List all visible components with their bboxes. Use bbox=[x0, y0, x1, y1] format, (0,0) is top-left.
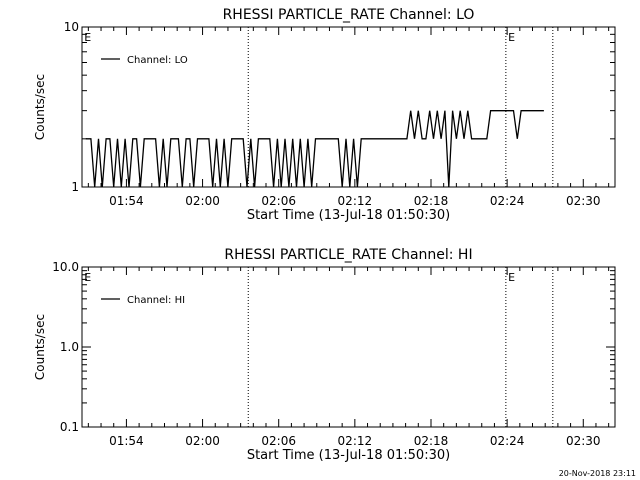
legend-label: Channel: LO bbox=[127, 55, 188, 66]
footer-timestamp: 20-Nov-2018 23:11 bbox=[559, 469, 636, 478]
x-tick-label: 02:18 bbox=[414, 434, 449, 448]
x-tick-label: 02:12 bbox=[338, 194, 373, 208]
event-marker-label: E bbox=[84, 31, 91, 44]
x-tick-label: 02:06 bbox=[261, 434, 296, 448]
x-tick-label: 01:54 bbox=[109, 194, 144, 208]
event-marker-label: E bbox=[508, 31, 515, 44]
legend-label: Channel: HI bbox=[127, 295, 185, 306]
x-tick-label: 01:54 bbox=[109, 434, 144, 448]
x-tick-label: 02:12 bbox=[338, 434, 373, 448]
y-axis-label: Counts/sec bbox=[33, 74, 47, 140]
chart-lo-channel: RHESSI PARTICLE_RATE Channel: LO Counts/s… bbox=[33, 7, 616, 223]
x-tick-label: 02:06 bbox=[261, 194, 296, 208]
x-tick-label: 02:30 bbox=[566, 194, 601, 208]
plot-frame bbox=[81, 266, 616, 428]
x-tick-label: 02:18 bbox=[414, 194, 449, 208]
x-axis-label: Start Time (13-Jul-18 01:50:30) bbox=[247, 208, 450, 223]
chart-hi-channel: RHESSI PARTICLE_RATE Channel: HI Counts/s… bbox=[33, 247, 616, 463]
x-tick-label: 02:00 bbox=[185, 434, 220, 448]
plot-frame bbox=[81, 26, 616, 188]
event-marker-label: E bbox=[508, 271, 515, 284]
chart-title: RHESSI PARTICLE_RATE Channel: LO bbox=[223, 7, 475, 23]
y-tick-label: 0.1 bbox=[60, 420, 79, 434]
y-tick-label: 1.0 bbox=[60, 340, 79, 354]
y-axis-label: Counts/sec bbox=[33, 314, 47, 380]
series-line bbox=[85, 110, 544, 188]
event-marker-label: E bbox=[84, 271, 91, 284]
chart-title: RHESSI PARTICLE_RATE Channel: HI bbox=[224, 247, 472, 263]
x-tick-label: 02:00 bbox=[185, 194, 220, 208]
y-tick-label: 10 bbox=[64, 20, 79, 34]
x-tick-label: 02:30 bbox=[566, 434, 601, 448]
x-tick-label: 02:24 bbox=[490, 434, 525, 448]
y-tick-label: 1 bbox=[71, 180, 79, 194]
x-tick-label: 02:24 bbox=[490, 194, 525, 208]
y-tick-label: 10.0 bbox=[52, 260, 79, 274]
x-axis-label: Start Time (13-Jul-18 01:50:30) bbox=[247, 448, 450, 463]
